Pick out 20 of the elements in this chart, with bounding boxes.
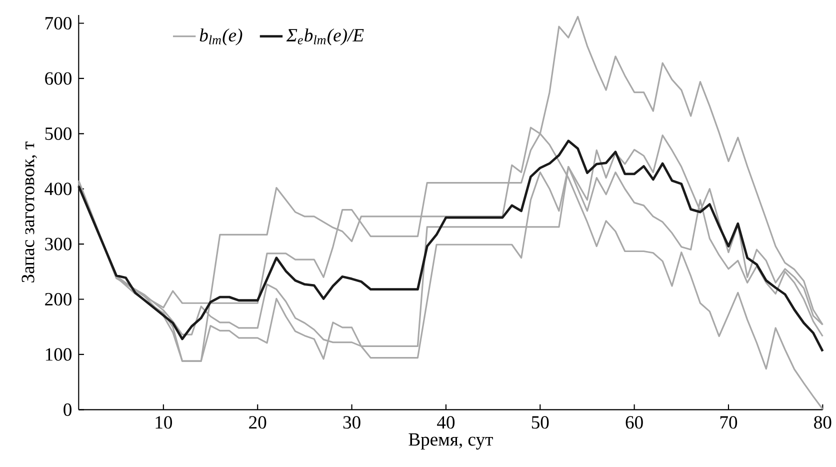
- x-axis-title: Время, сут: [408, 433, 493, 450]
- y-tick-label: 400: [44, 182, 72, 196]
- y-tick-label: 600: [45, 72, 72, 85]
- y-axis-title: Запас заготовок, т: [22, 142, 37, 282]
- x-tick-label: 20: [249, 416, 266, 429]
- x-tick-label: 10: [156, 416, 172, 429]
- x-tick-label: 30: [343, 416, 360, 429]
- x-tick-label: 50: [532, 416, 549, 429]
- legend-label: b$_{lm}$(e): [200, 28, 242, 46]
- x-tick-label: 40: [437, 416, 455, 429]
- y-tick-label: 700: [46, 16, 72, 30]
- x-tick-label: 70: [720, 416, 738, 429]
- y-tick-label: 100: [46, 348, 72, 361]
- y-tick-label: 300: [45, 238, 72, 250]
- y-tick-label: 200: [45, 292, 72, 306]
- x-tick-label: 80: [814, 416, 832, 429]
- x-tick-label: 60: [626, 416, 643, 429]
- legend-label: Σ$_{e}$b$_{lm}$(e)/E: [286, 28, 364, 46]
- y-tick-label: 500: [45, 127, 72, 140]
- y-tick-label: 0: [64, 403, 72, 416]
